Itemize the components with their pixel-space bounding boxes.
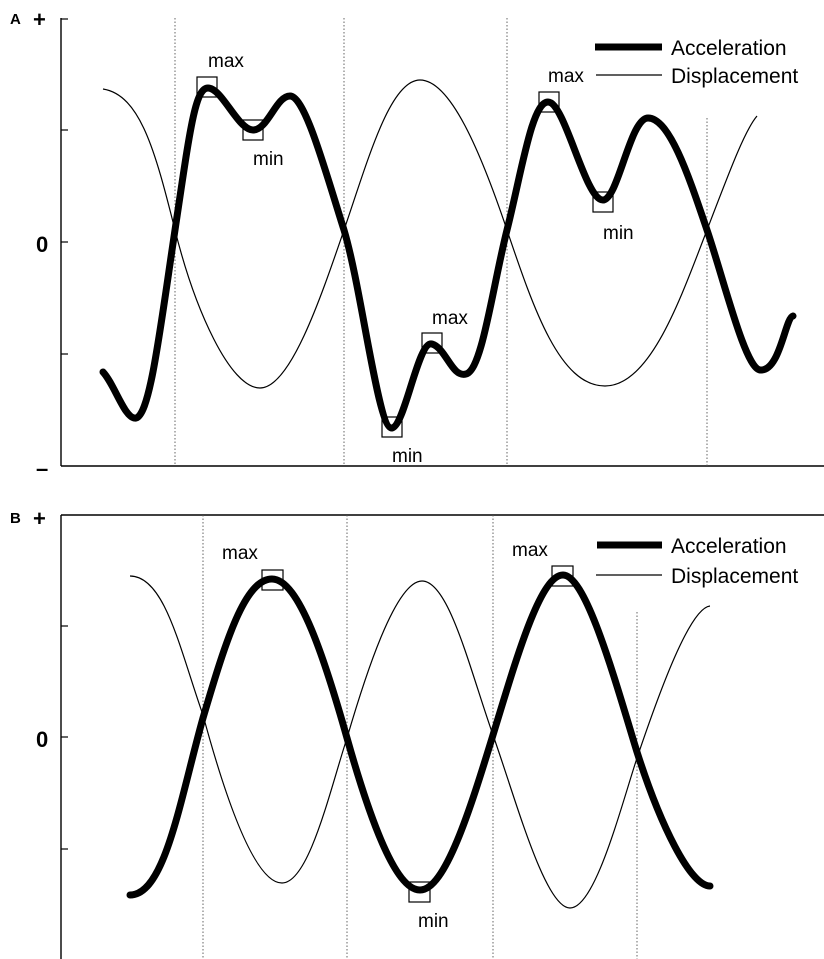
panel-a: A + 0 – Acceleration Displacement max mi… bbox=[10, 7, 824, 481]
panel-b: B + 0 Acceleration Displacement max min … bbox=[10, 506, 824, 959]
panel-b-max-marker bbox=[551, 565, 574, 587]
panel-a-annotation: max bbox=[432, 308, 468, 329]
panel-a-annotation: max bbox=[548, 66, 584, 87]
panel-a-min-marker bbox=[242, 119, 264, 141]
panel-a-ytick-bottom: – bbox=[36, 456, 48, 481]
panel-a-acceleration-line bbox=[99, 84, 797, 432]
panel-a-label: A bbox=[10, 11, 21, 28]
panel-a-annotation: min bbox=[253, 149, 284, 170]
panel-b-legend-acceleration-label: Acceleration bbox=[671, 535, 787, 558]
panel-a-legend-acceleration-label: Acceleration bbox=[671, 37, 787, 60]
panel-a-annotation: min bbox=[603, 223, 634, 244]
panel-a-max-marker bbox=[196, 76, 218, 98]
panel-b-min-marker bbox=[408, 881, 431, 903]
panel-a-max-marker bbox=[421, 332, 443, 354]
panel-a-min-marker bbox=[592, 191, 614, 213]
panel-a-annotation: min bbox=[392, 446, 423, 467]
panel-a-ytick-top: + bbox=[33, 7, 46, 32]
panel-b-acceleration-line bbox=[126, 571, 714, 899]
panel-b-displacement-line bbox=[129, 575, 711, 909]
panel-b-label: B bbox=[10, 510, 21, 527]
panel-b-ytick-zero: 0 bbox=[36, 727, 48, 752]
panel-a-legend-displacement-label: Displacement bbox=[671, 65, 798, 88]
panel-b-annotation: min bbox=[418, 911, 449, 932]
panel-b-annotation: max bbox=[222, 543, 258, 564]
panel-a-annotation: max bbox=[208, 51, 244, 72]
panel-b-legend-displacement-label: Displacement bbox=[671, 565, 798, 588]
panel-a-displacement-line bbox=[102, 79, 758, 389]
panel-b-annotation: max bbox=[512, 540, 548, 561]
panel-a-max-marker bbox=[538, 91, 560, 113]
panel-a-ytick-zero: 0 bbox=[36, 232, 48, 257]
panel-a-min-marker bbox=[381, 416, 403, 438]
panel-b-max-marker bbox=[261, 569, 284, 591]
panel-b-ytick-top: + bbox=[33, 506, 46, 531]
